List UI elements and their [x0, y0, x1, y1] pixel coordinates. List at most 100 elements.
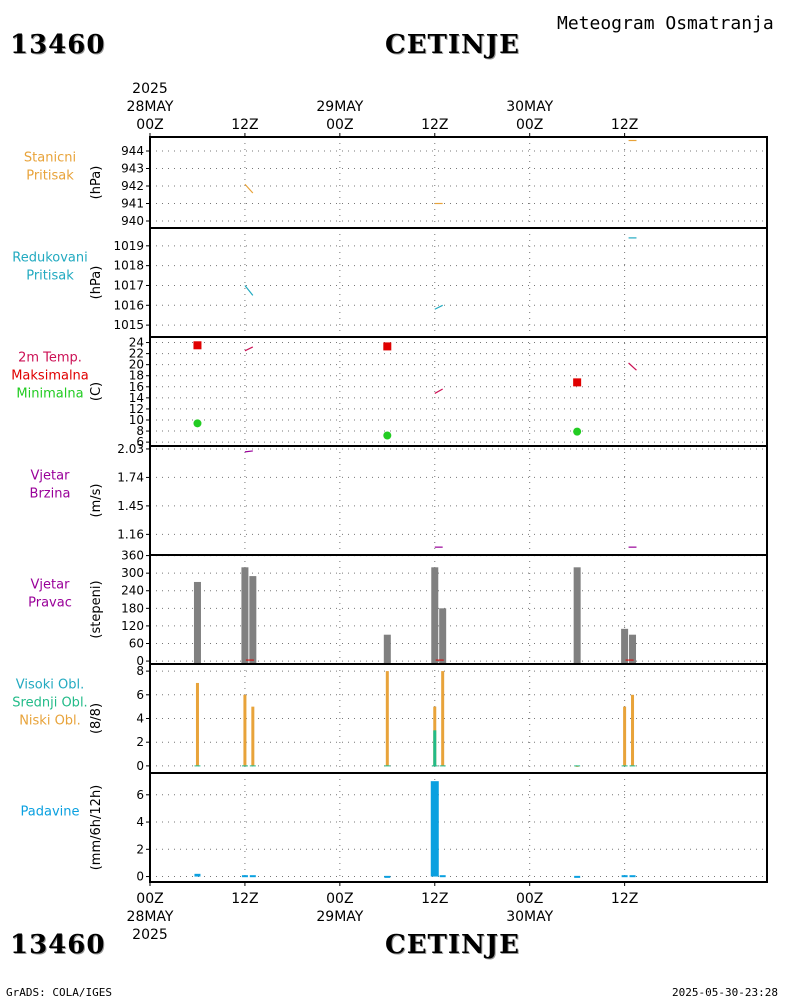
y-tick-label: 14: [129, 391, 144, 405]
bottom-date-label: 30MAY: [506, 909, 553, 925]
wind-direction-bar: [383, 634, 391, 665]
wind-direction-bar: [431, 567, 439, 665]
grads-credit: GrADS: COLA/IGES: [6, 986, 112, 999]
y-axis-label: (mm/6h/12h): [89, 785, 104, 871]
panel-wind_direction: [146, 554, 768, 665]
panel-reduced_pressure: [146, 227, 768, 338]
precip-bar: [194, 873, 201, 877]
y-tick-label: 4: [136, 712, 144, 726]
y-tick-label: 2: [136, 842, 144, 856]
wind-direction-bar: [573, 567, 581, 665]
y-tick-label: 1018: [113, 259, 144, 273]
y-tick-label: 300: [121, 566, 144, 580]
panel-frame: [149, 445, 768, 556]
panel-station_pressure: [146, 136, 768, 229]
bottom-time-tick-label: 12Z: [611, 891, 638, 907]
cloud-bar: [623, 706, 627, 766]
y-tick-label: 24: [129, 336, 144, 350]
bottom-time-tick-label: 00Z: [136, 891, 163, 907]
panel-cloud_cover: [146, 663, 768, 774]
precip-bar: [574, 875, 581, 878]
y-tick-label: 20: [129, 358, 144, 372]
panel-frame: [149, 227, 768, 338]
y-tick-label: 180: [121, 601, 144, 615]
station-id-top: 13460: [10, 30, 106, 60]
panel-precipitation: [146, 772, 768, 883]
trace-segment: [434, 304, 443, 310]
y-tick-label: 6: [136, 688, 144, 702]
y-tick-label: 940: [121, 214, 144, 228]
bottom-date-label: 29MAY: [316, 909, 363, 925]
min-temp-marker: [193, 419, 202, 428]
y-tick-label: 60: [129, 636, 144, 650]
y-tick-label: 120: [121, 619, 144, 633]
y-tick-label: 16: [129, 380, 144, 394]
top-date-label: 30MAY: [506, 99, 553, 115]
bottom-year-label: 2025: [132, 927, 168, 943]
bottom-time-tick-label: 12Z: [231, 891, 258, 907]
panel-title: 2m Temp.: [18, 351, 82, 366]
trace-segment: [628, 362, 637, 371]
panel-title: Vjetar: [31, 469, 71, 484]
panel-title: Vjetar: [31, 578, 71, 593]
station-id-bottom: 13460: [10, 930, 106, 960]
wind-direction-bar: [241, 567, 249, 665]
y-tick-label: 1019: [113, 239, 144, 253]
top-time-tick-label: 00Z: [326, 117, 353, 133]
top-time-tick-label: 00Z: [136, 117, 163, 133]
max-temp-marker: [193, 341, 202, 350]
bottom-date-label: 28MAY: [127, 909, 174, 925]
y-tick-label: 12: [129, 402, 144, 416]
cloud-bar: [433, 730, 437, 766]
panel-title: Pravac: [28, 596, 72, 611]
y-tick-label: 1.16: [117, 527, 144, 541]
precip-bar: [621, 875, 628, 878]
top-time-tick-label: 12Z: [231, 117, 258, 133]
panel-wind_speed: [146, 445, 768, 556]
panel-frame: [149, 663, 768, 774]
cloud-bar: [243, 694, 247, 766]
y-tick-label: 1016: [113, 298, 144, 312]
y-axis-label: (m/s): [89, 484, 104, 518]
top-year-label: 2025: [132, 81, 168, 97]
cloud-bar: [195, 682, 199, 766]
y-tick-label: 22: [129, 347, 144, 361]
station-name-top: CETINJE: [385, 30, 520, 60]
trace-segment: [244, 285, 254, 296]
y-axis-label: (hPa): [89, 266, 104, 300]
precip-bar: [430, 781, 439, 877]
y-tick-label: 240: [121, 584, 144, 598]
y-axis-label: (hPa): [89, 166, 104, 200]
min-temp-marker: [383, 431, 392, 440]
render-timestamp: 2025-05-30-23:28: [672, 986, 778, 999]
trace-segment: [244, 183, 254, 194]
cloud-bar: [385, 671, 389, 766]
precip-bar: [384, 875, 391, 878]
wind-direction-bar: [439, 608, 447, 665]
trace-segment: [244, 346, 254, 352]
y-tick-label: 4: [136, 815, 144, 829]
precip-bar: [241, 875, 248, 878]
top-time-tick-label: 00Z: [516, 117, 543, 133]
y-tick-label: 944: [121, 144, 144, 158]
panel-frame: [149, 336, 768, 447]
y-tick-label: 2.03: [117, 442, 144, 456]
cloud-bar: [631, 694, 635, 766]
bottom-time-tick-label: 00Z: [516, 891, 543, 907]
bottom-time-tick-label: 00Z: [326, 891, 353, 907]
panel-title: Niski Obl.: [19, 714, 81, 729]
panel-title: Srednji Obl.: [12, 696, 87, 711]
panel-title: Brzina: [30, 487, 71, 502]
panel-title: Padavine: [21, 805, 80, 820]
y-tick-label: 0: [136, 870, 144, 884]
cloud-bar: [441, 671, 445, 766]
y-tick-label: 0: [136, 759, 144, 773]
y-tick-label: 942: [121, 179, 144, 193]
bottom-time-tick-label: 12Z: [421, 891, 448, 907]
y-tick-label: 1.74: [117, 470, 144, 484]
panel-title: Pritisak: [26, 169, 74, 184]
y-tick-label: 1017: [113, 278, 144, 292]
y-tick-label: 941: [121, 197, 144, 211]
panel-title: Stanicni: [24, 151, 76, 166]
